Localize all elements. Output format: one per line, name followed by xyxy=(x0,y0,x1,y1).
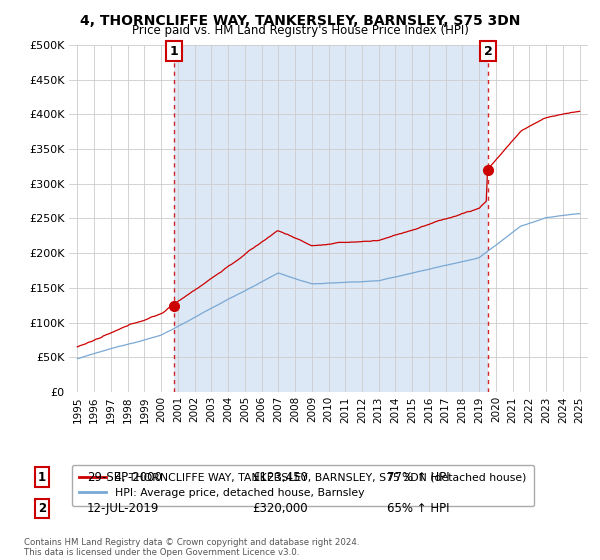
Text: 77% ↑ HPI: 77% ↑ HPI xyxy=(387,470,449,484)
Text: 1: 1 xyxy=(169,45,178,58)
Text: 1: 1 xyxy=(38,470,46,484)
Text: 4, THORNCLIFFE WAY, TANKERSLEY, BARNSLEY, S75 3DN: 4, THORNCLIFFE WAY, TANKERSLEY, BARNSLEY… xyxy=(80,14,520,28)
Legend: 4, THORNCLIFFE WAY, TANKERSLEY, BARNSLEY, S75 3DN (detached house), HPI: Average: 4, THORNCLIFFE WAY, TANKERSLEY, BARNSLEY… xyxy=(72,465,534,506)
Text: 12-JUL-2019: 12-JUL-2019 xyxy=(87,502,160,515)
Text: £320,000: £320,000 xyxy=(252,502,308,515)
Text: £123,450: £123,450 xyxy=(252,470,308,484)
Text: Price paid vs. HM Land Registry's House Price Index (HPI): Price paid vs. HM Land Registry's House … xyxy=(131,24,469,37)
Text: 2: 2 xyxy=(484,45,493,58)
Text: Contains HM Land Registry data © Crown copyright and database right 2024.
This d: Contains HM Land Registry data © Crown c… xyxy=(24,538,359,557)
Text: 65% ↑ HPI: 65% ↑ HPI xyxy=(387,502,449,515)
Text: 29-SEP-2000: 29-SEP-2000 xyxy=(87,470,162,484)
Bar xyxy=(173,45,488,392)
Text: 2: 2 xyxy=(38,502,46,515)
